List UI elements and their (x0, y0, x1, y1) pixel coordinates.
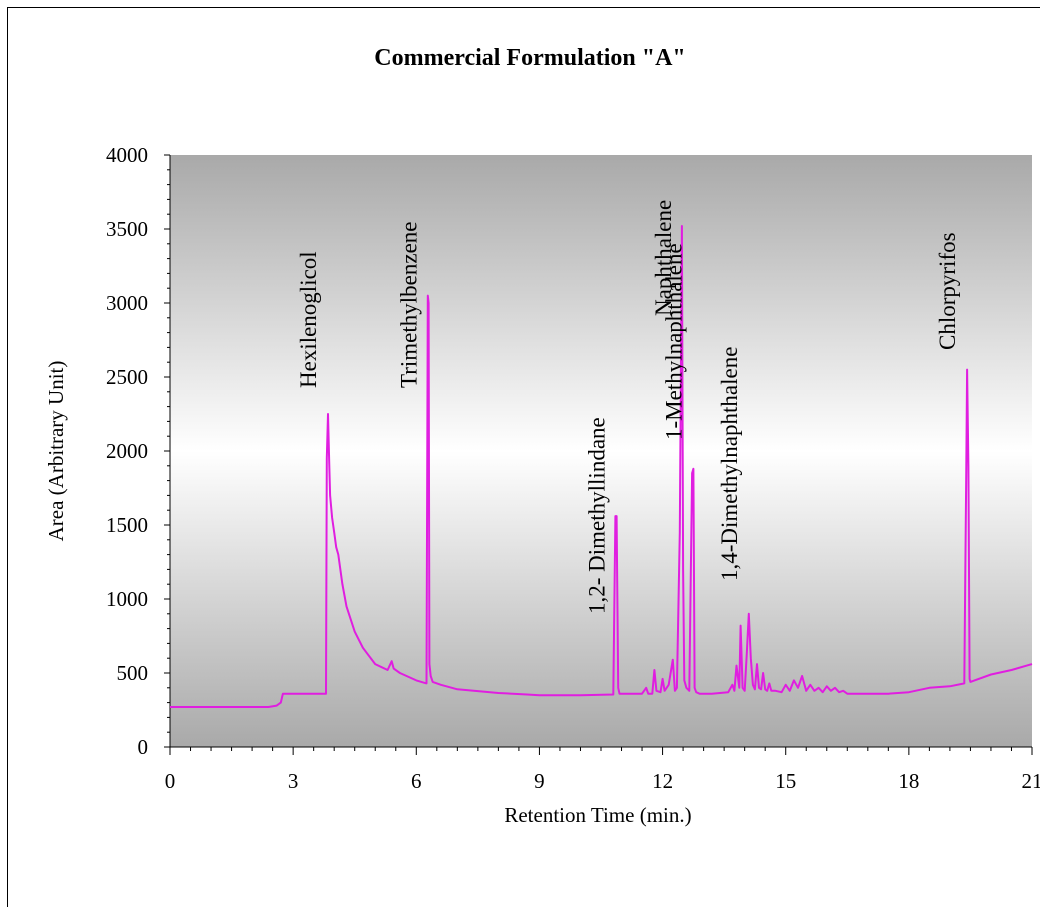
x-tick-label: 3 (288, 769, 299, 793)
peak-label: Chlorpyrifos (935, 232, 960, 350)
y-axis-title: Area (Arbitrary Unit) (44, 361, 68, 542)
y-axis: 0 500 1000 1500 2000 2500 3000 3500 4000 (106, 143, 170, 759)
x-axis: 0 3 6 9 12 15 18 21 (165, 747, 1040, 793)
y-tick-label: 1000 (106, 587, 148, 611)
x-tick-label: 21 (1022, 769, 1040, 793)
y-tick-label: 0 (138, 735, 149, 759)
x-tick-label: 0 (165, 769, 176, 793)
peak-label: Hexilenoglicol (296, 251, 321, 388)
y-tick-label: 3000 (106, 291, 148, 315)
peak-label: 1-Methylnaphthalene (661, 243, 686, 440)
chart-title: Commercial Formulation "A" (374, 45, 685, 71)
x-tick-label: 9 (534, 769, 545, 793)
peak-label: Trimethylbenzene (397, 221, 422, 388)
x-tick-label: 15 (775, 769, 796, 793)
y-tick-label: 2000 (106, 439, 148, 463)
y-tick-label: 3500 (106, 217, 148, 241)
x-tick-label: 18 (898, 769, 919, 793)
peak-label: 1,2- Dimethyllindane (585, 417, 610, 614)
y-tick-label: 4000 (106, 143, 148, 167)
y-tick-label: 500 (117, 661, 149, 685)
y-tick-label: 1500 (106, 513, 148, 537)
x-tick-label: 6 (411, 769, 422, 793)
y-tick-label: 2500 (106, 365, 148, 389)
x-axis-title: Retention Time (min.) (504, 803, 691, 827)
peak-label: 1,4-Dimethylnaphthalene (717, 347, 742, 581)
x-tick-label: 12 (652, 769, 673, 793)
